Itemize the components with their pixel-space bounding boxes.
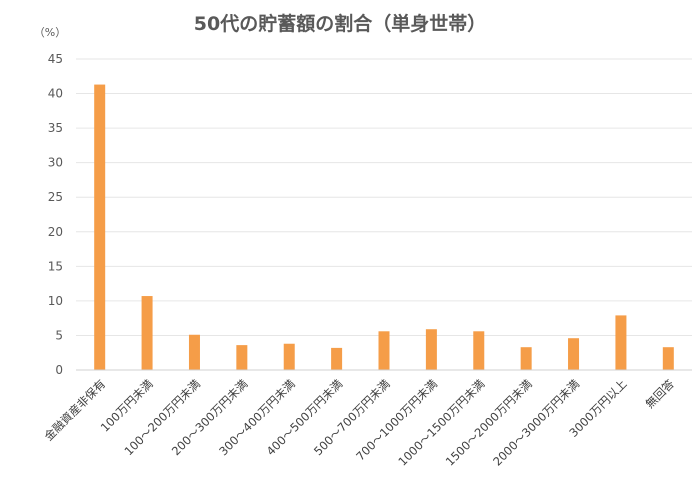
y-axis-ticks: 0 5 10 15 20 25 30 35 40 45 — [48, 52, 63, 377]
y-tick-label: 25 — [48, 190, 63, 204]
bar — [520, 347, 532, 370]
y-tick-label: 40 — [48, 87, 63, 101]
y-axis-unit: （%） — [34, 26, 66, 39]
bar — [473, 331, 485, 370]
bar — [425, 329, 437, 370]
gridlines — [76, 58, 692, 336]
chart-title: 50代の貯蓄額の割合（単身世帯） — [194, 12, 486, 35]
bar — [236, 345, 248, 370]
y-tick-label: 0 — [55, 363, 63, 377]
x-tick-label: 無回答 — [643, 376, 678, 411]
bar — [331, 347, 343, 370]
x-tick-label: 700～1000万円未満 — [353, 377, 440, 464]
bar — [568, 338, 580, 370]
y-tick-label: 5 — [55, 328, 63, 342]
bar — [378, 331, 390, 370]
y-tick-label: 45 — [48, 52, 63, 66]
bar — [141, 296, 153, 370]
x-tick-label: 2000～3000万円未満 — [490, 377, 582, 469]
x-tick-label: 金融資産非保有 — [41, 377, 108, 444]
y-tick-label: 30 — [48, 156, 63, 170]
y-tick-label: 20 — [48, 225, 63, 239]
bar — [662, 347, 674, 370]
bar — [615, 315, 627, 370]
x-tick-label: 1500～2000万円未満 — [443, 377, 535, 469]
bar — [94, 84, 106, 371]
bars — [94, 84, 674, 371]
y-tick-label: 35 — [48, 121, 63, 135]
x-tick-label: 1000～1500万円未満 — [395, 377, 487, 469]
x-axis-ticks: 金融資産非保有100万円未満100～200万円未満200～300万円未満300～… — [41, 376, 677, 468]
bar — [188, 334, 200, 370]
bar — [283, 343, 295, 370]
y-tick-label: 10 — [48, 294, 63, 308]
y-tick-label: 15 — [48, 259, 63, 273]
